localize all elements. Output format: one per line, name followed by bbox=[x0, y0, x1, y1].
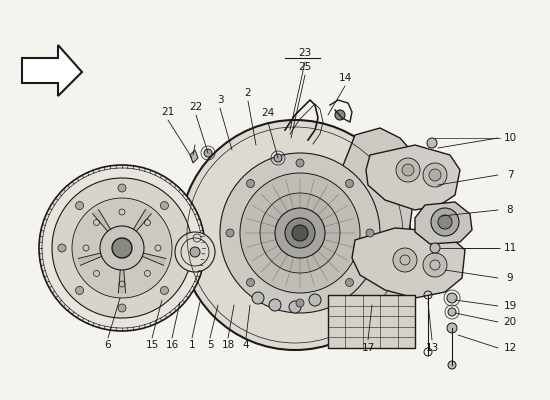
Circle shape bbox=[75, 286, 84, 294]
Circle shape bbox=[296, 299, 304, 307]
Circle shape bbox=[175, 232, 215, 272]
Polygon shape bbox=[415, 202, 472, 244]
Text: 18: 18 bbox=[221, 340, 235, 350]
Circle shape bbox=[402, 164, 414, 176]
Polygon shape bbox=[366, 145, 460, 210]
Circle shape bbox=[274, 154, 282, 162]
Circle shape bbox=[72, 198, 172, 298]
Circle shape bbox=[430, 243, 440, 253]
Circle shape bbox=[438, 215, 452, 229]
Text: 13: 13 bbox=[425, 343, 439, 353]
Circle shape bbox=[269, 299, 281, 311]
Polygon shape bbox=[93, 210, 111, 231]
Text: 10: 10 bbox=[503, 133, 516, 143]
Circle shape bbox=[345, 278, 354, 286]
Circle shape bbox=[285, 218, 315, 248]
Circle shape bbox=[161, 202, 168, 210]
Text: 6: 6 bbox=[104, 340, 111, 350]
Text: 5: 5 bbox=[207, 340, 213, 350]
Polygon shape bbox=[118, 270, 125, 293]
Text: 25: 25 bbox=[298, 62, 312, 72]
Circle shape bbox=[180, 120, 410, 350]
Text: 19: 19 bbox=[503, 301, 516, 311]
Circle shape bbox=[447, 323, 457, 333]
Circle shape bbox=[396, 158, 420, 182]
Circle shape bbox=[100, 226, 144, 270]
Polygon shape bbox=[22, 45, 82, 96]
Circle shape bbox=[39, 165, 205, 331]
Circle shape bbox=[161, 286, 168, 294]
Circle shape bbox=[448, 308, 456, 316]
Text: 8: 8 bbox=[507, 205, 513, 215]
Polygon shape bbox=[134, 210, 151, 231]
Text: 11: 11 bbox=[503, 243, 516, 253]
Circle shape bbox=[75, 202, 84, 210]
Text: 1: 1 bbox=[189, 340, 195, 350]
FancyBboxPatch shape bbox=[328, 295, 415, 348]
Circle shape bbox=[118, 184, 126, 192]
Text: 7: 7 bbox=[507, 170, 513, 180]
Circle shape bbox=[190, 247, 200, 257]
Circle shape bbox=[366, 229, 374, 237]
Circle shape bbox=[246, 180, 255, 188]
Text: 9: 9 bbox=[507, 273, 513, 283]
Circle shape bbox=[58, 244, 66, 252]
Circle shape bbox=[423, 253, 447, 277]
Circle shape bbox=[345, 180, 354, 188]
Circle shape bbox=[448, 361, 456, 369]
Circle shape bbox=[335, 110, 345, 120]
Circle shape bbox=[275, 208, 325, 258]
Circle shape bbox=[309, 294, 321, 306]
Circle shape bbox=[423, 163, 447, 187]
Text: 24: 24 bbox=[261, 108, 274, 118]
Circle shape bbox=[431, 208, 459, 236]
Polygon shape bbox=[142, 253, 166, 265]
Circle shape bbox=[292, 225, 308, 241]
Circle shape bbox=[226, 229, 234, 237]
Circle shape bbox=[296, 159, 304, 167]
Text: 2: 2 bbox=[245, 88, 251, 98]
Circle shape bbox=[429, 169, 441, 181]
Circle shape bbox=[252, 292, 264, 304]
Circle shape bbox=[220, 153, 380, 313]
Circle shape bbox=[240, 173, 360, 293]
Circle shape bbox=[260, 193, 340, 273]
Text: 15: 15 bbox=[145, 340, 158, 350]
Circle shape bbox=[204, 149, 212, 157]
Circle shape bbox=[118, 304, 126, 312]
Text: 16: 16 bbox=[166, 340, 179, 350]
Circle shape bbox=[447, 293, 457, 303]
Text: 22: 22 bbox=[189, 102, 202, 112]
Circle shape bbox=[52, 178, 192, 318]
Polygon shape bbox=[190, 150, 198, 163]
Text: 14: 14 bbox=[338, 73, 351, 83]
Circle shape bbox=[289, 301, 301, 313]
Text: 4: 4 bbox=[243, 340, 249, 350]
Text: 3: 3 bbox=[217, 95, 223, 105]
Circle shape bbox=[112, 238, 132, 258]
Text: 23: 23 bbox=[298, 48, 312, 58]
Text: 21: 21 bbox=[161, 107, 175, 117]
Text: 12: 12 bbox=[503, 343, 516, 353]
Text: 20: 20 bbox=[503, 317, 516, 327]
Polygon shape bbox=[330, 128, 418, 320]
Circle shape bbox=[246, 278, 255, 286]
Polygon shape bbox=[352, 228, 465, 298]
Circle shape bbox=[178, 244, 186, 252]
Circle shape bbox=[393, 248, 417, 272]
Circle shape bbox=[427, 138, 437, 148]
Text: 17: 17 bbox=[361, 343, 375, 353]
Polygon shape bbox=[78, 253, 102, 265]
